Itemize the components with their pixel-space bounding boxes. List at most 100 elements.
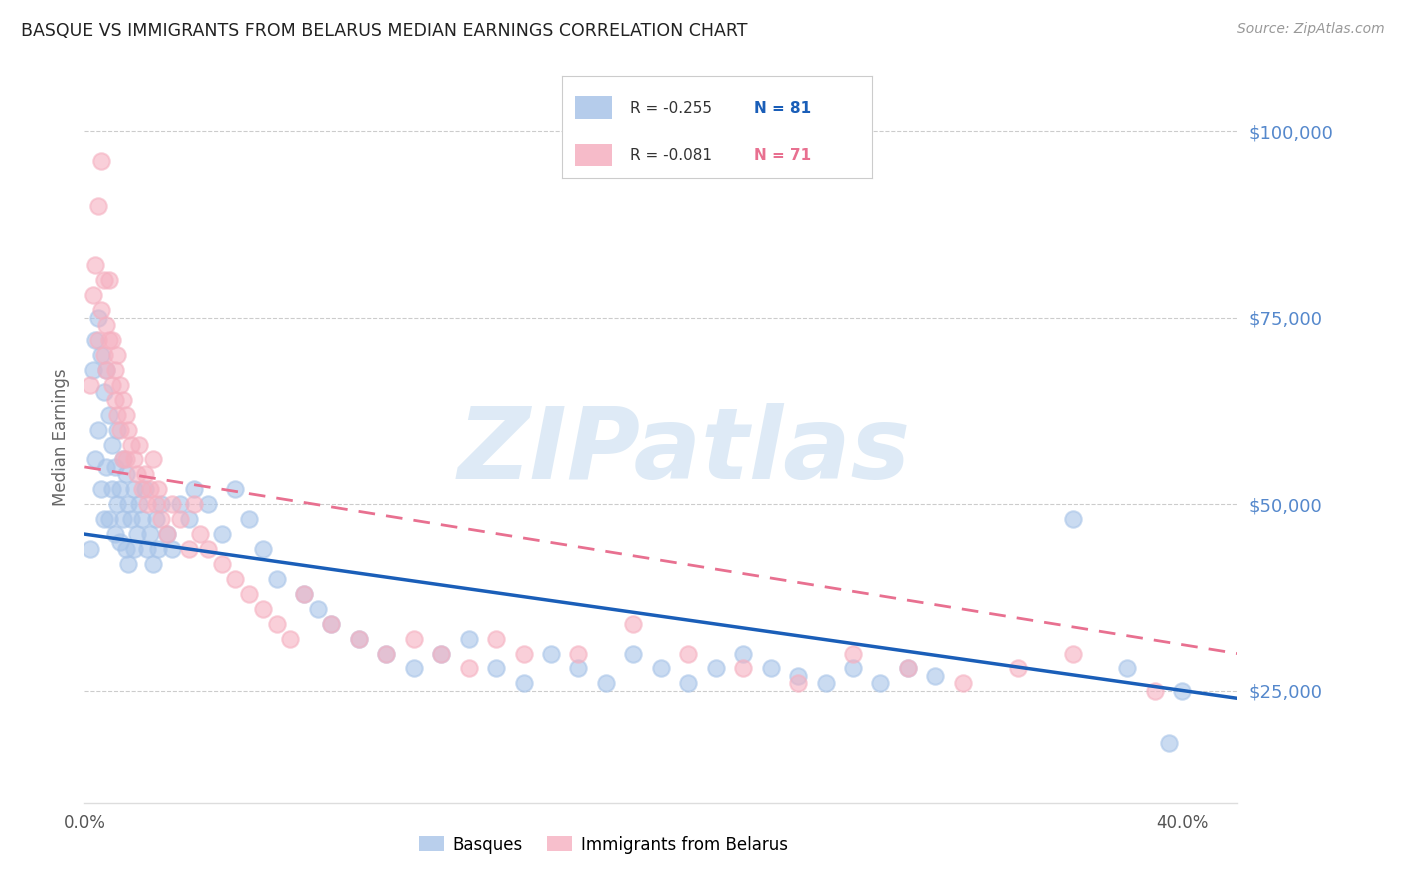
Point <box>125 527 148 541</box>
Point <box>134 467 156 482</box>
Point <box>952 676 974 690</box>
Point <box>111 512 134 526</box>
Point <box>142 557 165 571</box>
Point <box>79 542 101 557</box>
Point <box>105 348 128 362</box>
Point <box>96 363 118 377</box>
Point <box>82 288 104 302</box>
Point <box>1171 683 1194 698</box>
Point <box>266 616 288 631</box>
Point <box>567 647 589 661</box>
Point <box>108 423 131 437</box>
Point <box>197 497 219 511</box>
Point <box>485 661 508 675</box>
Point <box>678 676 700 690</box>
Point <box>347 632 370 646</box>
Point <box>103 392 125 407</box>
Point <box>136 542 159 557</box>
Point <box>145 497 167 511</box>
Point <box>169 497 191 511</box>
Point <box>101 333 124 347</box>
Point <box>787 669 810 683</box>
Point <box>197 542 219 557</box>
Point <box>1116 661 1139 675</box>
Point <box>402 632 425 646</box>
Point <box>650 661 672 675</box>
Point <box>733 647 755 661</box>
Point <box>266 572 288 586</box>
Point <box>678 647 700 661</box>
Point <box>150 497 173 511</box>
Point <box>90 153 112 168</box>
Text: BASQUE VS IMMIGRANTS FROM BELARUS MEDIAN EARNINGS CORRELATION CHART: BASQUE VS IMMIGRANTS FROM BELARUS MEDIAN… <box>21 22 748 40</box>
Point <box>131 483 153 497</box>
Point <box>252 542 274 557</box>
Point <box>87 199 110 213</box>
Point <box>111 392 134 407</box>
Point <box>87 423 110 437</box>
Point <box>897 661 920 675</box>
Point <box>114 452 136 467</box>
Point <box>156 527 179 541</box>
Point <box>122 452 145 467</box>
Point <box>90 483 112 497</box>
Point <box>120 512 142 526</box>
Point <box>122 483 145 497</box>
Point <box>1143 683 1166 698</box>
Point <box>142 452 165 467</box>
Point <box>924 669 946 683</box>
Point <box>122 542 145 557</box>
Point <box>512 676 534 690</box>
Point <box>82 363 104 377</box>
Point <box>108 377 131 392</box>
Point <box>759 661 782 675</box>
Point <box>105 408 128 422</box>
Point <box>869 676 891 690</box>
Point <box>169 512 191 526</box>
Point <box>1062 647 1084 661</box>
Point <box>128 497 150 511</box>
Point <box>814 676 837 690</box>
Point <box>292 587 315 601</box>
Point <box>87 310 110 325</box>
Point <box>101 377 124 392</box>
Point <box>307 601 329 615</box>
Point <box>105 423 128 437</box>
Point <box>117 423 139 437</box>
Text: N = 81: N = 81 <box>754 101 811 116</box>
Point <box>842 647 865 661</box>
Point <box>160 542 183 557</box>
Point <box>96 363 118 377</box>
Point <box>148 483 170 497</box>
Point <box>457 632 479 646</box>
Point <box>621 616 644 631</box>
Point <box>111 452 134 467</box>
Point <box>139 527 162 541</box>
Point <box>114 467 136 482</box>
Point <box>1157 736 1180 750</box>
Point <box>98 333 121 347</box>
Text: ZIPatlas: ZIPatlas <box>457 403 911 500</box>
Point <box>103 459 125 474</box>
Point <box>278 632 301 646</box>
Point <box>136 497 159 511</box>
Point <box>177 542 200 557</box>
Point <box>211 557 233 571</box>
Point <box>125 467 148 482</box>
Point <box>98 408 121 422</box>
Point <box>96 459 118 474</box>
Point <box>402 661 425 675</box>
Point <box>621 647 644 661</box>
Point <box>321 616 343 631</box>
FancyBboxPatch shape <box>575 96 612 119</box>
Point <box>128 437 150 451</box>
Point <box>321 616 343 631</box>
Point <box>117 557 139 571</box>
Point <box>457 661 479 675</box>
Y-axis label: Median Earnings: Median Earnings <box>52 368 70 506</box>
Point <box>98 273 121 287</box>
Point <box>131 512 153 526</box>
Point <box>211 527 233 541</box>
Text: N = 71: N = 71 <box>754 148 811 163</box>
Point <box>79 377 101 392</box>
